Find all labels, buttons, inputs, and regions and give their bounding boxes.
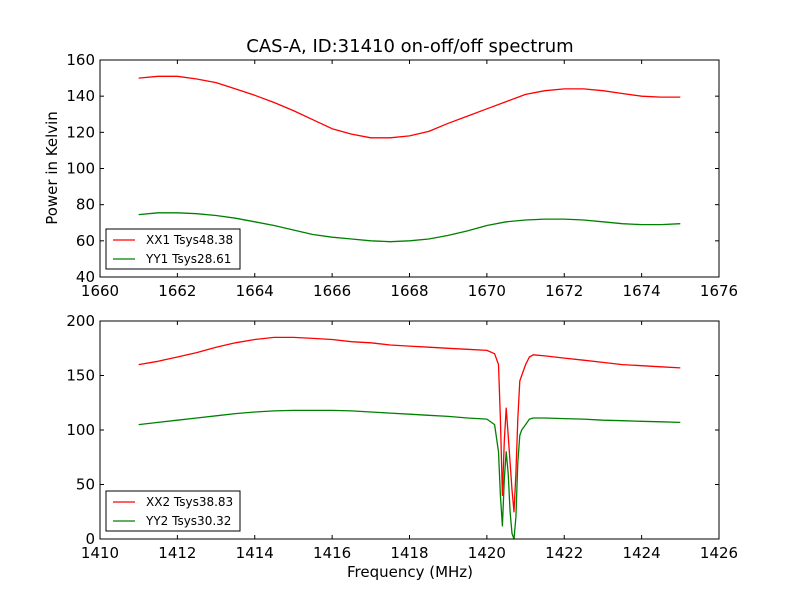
top-y-tick-label: 160 [66, 51, 95, 69]
top-y-tick-label: 40 [76, 268, 95, 286]
top-legend: XX1 Tsys48.38 YY1 Tsys28.61 [105, 228, 241, 270]
top-x-tick-label: 1662 [158, 282, 196, 300]
bottom-x-tick-label: 1424 [623, 544, 661, 562]
top-x-tick-label: 1674 [623, 282, 661, 300]
top-x-tick-label: 1666 [313, 282, 351, 300]
bottom-x-tick-label: 1426 [700, 544, 738, 562]
top-y-tick-label: 140 [66, 87, 95, 105]
bottom-y-tick-label: 150 [66, 367, 95, 385]
bottom-legend-box [105, 490, 241, 532]
bottom-x-tick-label: 1410 [81, 544, 119, 562]
bottom-x-tick-label: 1422 [545, 544, 583, 562]
bottom-y-tick-label: 0 [85, 530, 95, 548]
top-x-tick-label: 1660 [81, 282, 119, 300]
top-y-tick-label: 60 [76, 232, 95, 250]
top-y-tick-label: 120 [66, 123, 95, 141]
top-series-line-1 [138, 75, 681, 139]
bottom-legend-label-2: YY2 Tsys30.32 [145, 514, 231, 528]
bottom-legend: XX2 Tsys38.83 YY2 Tsys30.32 [105, 490, 241, 532]
top-x-tick-label: 1664 [236, 282, 274, 300]
top-legend-label-1: XX1 Tsys48.38 [146, 233, 233, 247]
top-plot-area: 1660 1662 1664 1666 1668 1670 1672 1674 1676 40 60… [66, 51, 738, 300]
bottom-y-tick-label: 50 [76, 476, 95, 494]
chart-title: CAS-A, ID:31410 on-off/off spectrum [246, 36, 573, 57]
top-series-line-2 [138, 212, 681, 243]
bottom-series-line-1 [138, 336, 681, 513]
top-panel: CAS-A, ID:31410 on-off/off spectrum Powe… [43, 36, 738, 300]
bottom-y-tick-label: 100 [66, 421, 95, 439]
bottom-series-line-2 [138, 409, 681, 540]
bottom-x-axis-label: Frequency (MHz) [347, 563, 473, 581]
bottom-legend-label-1: XX2 Tsys38.83 [146, 495, 233, 509]
top-y-tick-label: 100 [66, 160, 95, 178]
bottom-x-tick-label: 1416 [313, 544, 351, 562]
bottom-x-tick-label: 1418 [390, 544, 428, 562]
top-legend-box [105, 228, 241, 270]
bottom-panel: Frequency (MHz) 1410 1412 1414 1416 1418 1420… [66, 312, 738, 581]
top-y-tick-label: 80 [76, 196, 95, 214]
top-x-tick-label: 1676 [700, 282, 738, 300]
top-y-axis-label: Power in Kelvin [43, 111, 61, 225]
top-x-tick-label: 1670 [468, 282, 506, 300]
bottom-plot-area: 1410 1412 1414 1416 1418 1420 1422 1424 1426 0 50 1… [66, 312, 738, 562]
bottom-y-tick-label: 200 [66, 312, 95, 330]
bottom-x-tick-label: 1414 [236, 544, 274, 562]
top-legend-label-2: YY1 Tsys28.61 [145, 252, 231, 266]
bottom-x-tick-label: 1420 [468, 544, 506, 562]
bottom-x-tick-label: 1412 [158, 544, 196, 562]
top-x-tick-label: 1668 [390, 282, 428, 300]
top-x-tick-label: 1672 [545, 282, 583, 300]
